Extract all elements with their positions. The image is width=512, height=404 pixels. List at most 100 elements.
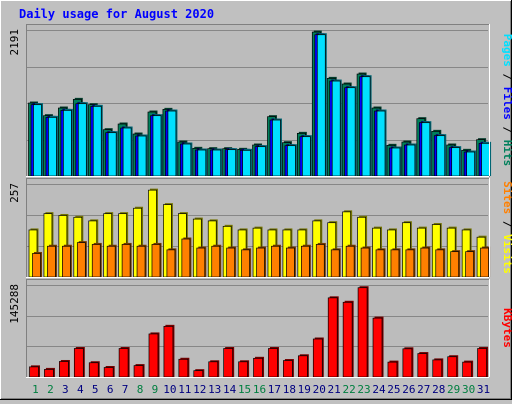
bar-kbytes-day-23 bbox=[357, 286, 369, 378]
bar-sites-day-5 bbox=[91, 242, 102, 278]
bar bbox=[182, 143, 192, 177]
legend-pages: Pages bbox=[501, 34, 512, 67]
bar bbox=[63, 110, 72, 177]
bar bbox=[226, 247, 236, 278]
bar bbox=[346, 87, 356, 177]
x-tick-label-17: 17 bbox=[268, 383, 281, 396]
bar-pages-day-7 bbox=[122, 126, 133, 177]
bar-pages-day-16 bbox=[257, 145, 268, 177]
bar-sites-day-16 bbox=[256, 246, 267, 278]
legend-visits: Visits bbox=[501, 234, 512, 274]
x-tick-label-26: 26 bbox=[402, 383, 415, 396]
bar bbox=[193, 370, 204, 378]
bar-kbytes-day-9 bbox=[148, 332, 160, 378]
bar-pages-day-11 bbox=[182, 142, 193, 177]
bar-pages-day-15 bbox=[242, 148, 253, 177]
bar-kbytes-day-24 bbox=[372, 316, 384, 378]
bar-kbytes-day-20 bbox=[312, 337, 324, 378]
bar bbox=[47, 245, 56, 278]
bar-sites-day-31 bbox=[480, 246, 491, 278]
bar-kbytes-day-14 bbox=[223, 347, 235, 378]
bar-kbytes-day-4 bbox=[73, 347, 85, 378]
bar bbox=[462, 361, 472, 378]
chart-panel-2: 257 Sites / Visits bbox=[8, 178, 512, 278]
legend-hits: Hits bbox=[501, 140, 512, 167]
bar-pages-day-2 bbox=[48, 115, 58, 177]
bar bbox=[107, 132, 117, 177]
bar bbox=[32, 253, 41, 278]
bar-kbytes-day-7 bbox=[118, 347, 130, 378]
series-legend: Sites / Visits bbox=[501, 181, 512, 274]
legend-sites: Sites bbox=[501, 181, 512, 214]
bar bbox=[212, 149, 222, 177]
bar-pages-day-18 bbox=[287, 144, 297, 177]
x-tick-label-8: 8 bbox=[137, 383, 144, 396]
bar bbox=[477, 348, 487, 378]
bar bbox=[48, 117, 57, 177]
x-tick-label-4: 4 bbox=[77, 383, 84, 396]
x-tick-label-28: 28 bbox=[432, 383, 445, 396]
bar-kbytes-day-10 bbox=[163, 324, 175, 378]
bar bbox=[103, 367, 114, 378]
bar bbox=[297, 355, 308, 378]
bar bbox=[316, 34, 326, 177]
bar bbox=[181, 238, 191, 278]
bar bbox=[208, 361, 219, 378]
bar bbox=[466, 151, 475, 177]
x-tick-label-10: 10 bbox=[163, 383, 176, 396]
bar bbox=[166, 249, 176, 278]
bar-pages-day-4 bbox=[77, 102, 88, 177]
bar bbox=[211, 245, 221, 278]
x-tick-label-30: 30 bbox=[462, 383, 475, 396]
bar-kbytes-day-1 bbox=[29, 365, 40, 378]
bar-pages-day-10 bbox=[167, 109, 178, 177]
bar-kbytes-day-17 bbox=[268, 347, 279, 378]
bar-pages-day-26 bbox=[406, 143, 417, 177]
bar bbox=[121, 244, 131, 278]
bar bbox=[133, 365, 144, 378]
x-tick-label-23: 23 bbox=[357, 383, 370, 396]
bar bbox=[357, 287, 368, 378]
y-max-label: 257 bbox=[8, 183, 21, 203]
bar-sites-day-23 bbox=[360, 246, 371, 278]
bar bbox=[420, 247, 430, 278]
bar bbox=[432, 359, 443, 378]
bar-sites-day-25 bbox=[390, 248, 401, 278]
panels-layer: 2191 Pages / Files / Hits 257 Sites / Visit… bbox=[8, 24, 512, 378]
x-tick-label-2: 2 bbox=[47, 383, 54, 396]
bar-pages-day-29 bbox=[451, 146, 462, 177]
bar bbox=[375, 249, 385, 278]
bar-sites-day-13 bbox=[211, 244, 222, 278]
bar-pages-day-6 bbox=[107, 131, 118, 177]
bar bbox=[436, 135, 446, 177]
bar bbox=[256, 247, 265, 278]
legend-separator: / bbox=[501, 120, 512, 140]
bar-sites-day-21 bbox=[330, 248, 341, 278]
bar bbox=[312, 338, 323, 378]
x-tick-label-24: 24 bbox=[372, 383, 386, 396]
bar-sites-day-8 bbox=[136, 244, 147, 278]
x-tick-label-27: 27 bbox=[417, 383, 430, 396]
bar bbox=[242, 149, 251, 177]
bar-pages-day-28 bbox=[436, 134, 447, 177]
bar bbox=[227, 149, 237, 177]
bar bbox=[148, 333, 159, 378]
bar bbox=[391, 147, 401, 177]
x-tick-label-21: 21 bbox=[328, 383, 341, 396]
x-tick-label-1: 1 bbox=[32, 383, 39, 396]
bar bbox=[253, 357, 263, 378]
bar-sites-day-19 bbox=[300, 244, 311, 278]
bar-pages-day-21 bbox=[331, 79, 342, 177]
bar bbox=[77, 103, 87, 177]
bar bbox=[152, 115, 162, 177]
bar-kbytes-day-30 bbox=[462, 360, 474, 378]
bar bbox=[447, 356, 458, 378]
bar-kbytes-day-5 bbox=[88, 361, 100, 378]
bar-sites-day-2 bbox=[47, 244, 57, 278]
bar-kbytes-day-15 bbox=[238, 360, 250, 378]
bar-pages-day-19 bbox=[301, 135, 312, 177]
bar-sites-day-7 bbox=[121, 242, 132, 278]
bar bbox=[118, 348, 129, 378]
bar-kbytes-day-18 bbox=[283, 359, 294, 378]
bar bbox=[223, 348, 234, 378]
